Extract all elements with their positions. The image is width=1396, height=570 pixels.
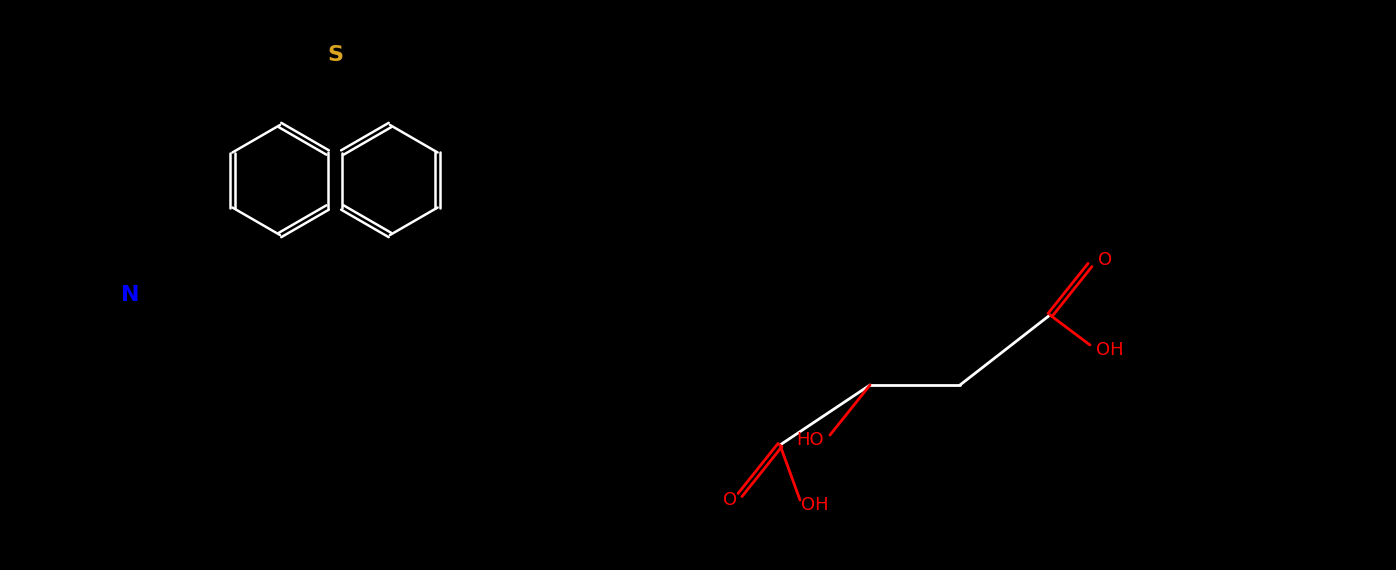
Text: N: N xyxy=(120,285,140,305)
Text: OH: OH xyxy=(1096,341,1124,359)
Text: O: O xyxy=(1097,251,1113,269)
Text: S: S xyxy=(327,45,343,65)
Text: HO: HO xyxy=(796,431,824,449)
Text: O: O xyxy=(723,491,737,509)
Text: OH: OH xyxy=(801,496,829,514)
